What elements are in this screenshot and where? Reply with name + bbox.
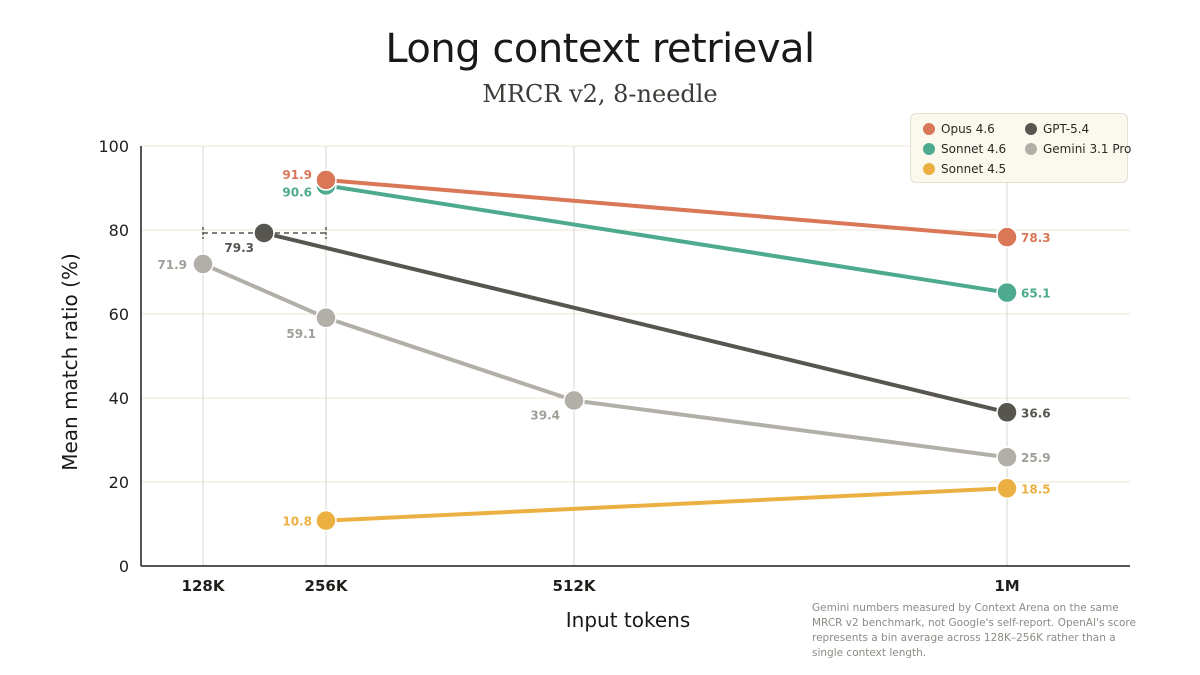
legend-label: GPT-5.4 (1043, 122, 1090, 136)
y-tick-label: 100 (98, 137, 129, 156)
data-point-sonnet-4-5 (996, 477, 1018, 500)
data-label-gpt-5-4: 36.6 (1021, 406, 1051, 420)
legend-label: Gemini 3.1 Pro (1043, 142, 1132, 156)
legend-item-gemini-3-1-pro: Gemini 3.1 Pro (1025, 142, 1131, 156)
legend-swatch (923, 123, 935, 135)
data-point-sonnet-4-5 (315, 509, 337, 532)
legend-item-opus-4-6: Opus 4.6 (923, 122, 995, 136)
legend: Opus 4.6 Sonnet 4.6 Sonnet 4.5 GPT-5.4 G… (910, 113, 1131, 183)
y-tick-label: 40 (109, 389, 129, 408)
data-point-gemini-3-1-pro (315, 307, 337, 329)
x-tick-label: 1M (994, 577, 1019, 595)
data-point-gpt-5-4 (253, 222, 275, 244)
x-tick-label: 512K (553, 577, 597, 595)
x-tick-label: 256K (305, 577, 349, 595)
data-point-opus-4-6 (315, 169, 337, 191)
legend-item-sonnet-4-6: Sonnet 4.6 (923, 142, 1006, 156)
data-label-gemini-3-1-pro: 25.9 (1021, 451, 1051, 465)
y-tick-label: 0 (119, 557, 129, 576)
data-point-gpt-5-4 (996, 401, 1018, 424)
data-point-gemini-3-1-pro (563, 389, 585, 412)
series-line-sonnet-4-5 (324, 486, 1009, 523)
y-tick-label: 80 (109, 221, 129, 240)
data-label-gemini-3-1-pro: 39.4 (530, 409, 560, 423)
legend-label: Sonnet 4.5 (941, 162, 1007, 176)
data-point-opus-4-6 (996, 226, 1018, 248)
legend-item-sonnet-4-5: Sonnet 4.5 (923, 162, 1006, 176)
y-tick-label: 20 (109, 473, 129, 492)
chart-title: Long context retrieval (385, 26, 815, 72)
footnote: Gemini numbers measured by Context Arena… (812, 602, 1136, 659)
chart-subtitle: MRCR v2, 8-needle (482, 80, 718, 108)
series-line-gemini-3-1-pro (201, 262, 1009, 460)
legend-swatch (923, 163, 935, 175)
data-point-gemini-3-1-pro (192, 253, 214, 275)
data-label-sonnet-4-6: 90.6 (282, 185, 312, 199)
data-point-gemini-3-1-pro (996, 446, 1018, 468)
legend-swatch (1025, 143, 1037, 155)
data-point-sonnet-4-6 (996, 281, 1018, 304)
legend-swatch (1025, 123, 1037, 135)
data-label-gemini-3-1-pro: 59.1 (286, 327, 316, 341)
data-label-gemini-3-1-pro: 71.9 (157, 258, 187, 272)
y-axis-label: Mean match ratio (%) (58, 253, 82, 471)
data-label-sonnet-4-6: 65.1 (1021, 287, 1051, 301)
y-tick-label: 60 (109, 305, 129, 324)
data-label-gpt-5-4: 79.3 (224, 241, 254, 255)
legend-swatch (923, 143, 935, 155)
data-label-opus-4-6: 78.3 (1021, 231, 1051, 245)
x-tick-label: 128K (182, 577, 226, 595)
data-label-sonnet-4-5: 10.8 (282, 515, 312, 529)
data-label-sonnet-4-5: 18.5 (1021, 482, 1051, 496)
legend-label: Opus 4.6 (941, 122, 995, 136)
series-line-sonnet-4-6 (324, 183, 1009, 295)
legend-item-gpt-5-4: GPT-5.4 (1025, 122, 1089, 136)
legend-label: Sonnet 4.6 (941, 142, 1007, 156)
series-line-gpt-5-4 (262, 230, 1009, 415)
x-axis-label: Input tokens (565, 608, 691, 632)
data-label-opus-4-6: 91.9 (282, 168, 312, 182)
series-line-opus-4-6 (324, 178, 1009, 240)
